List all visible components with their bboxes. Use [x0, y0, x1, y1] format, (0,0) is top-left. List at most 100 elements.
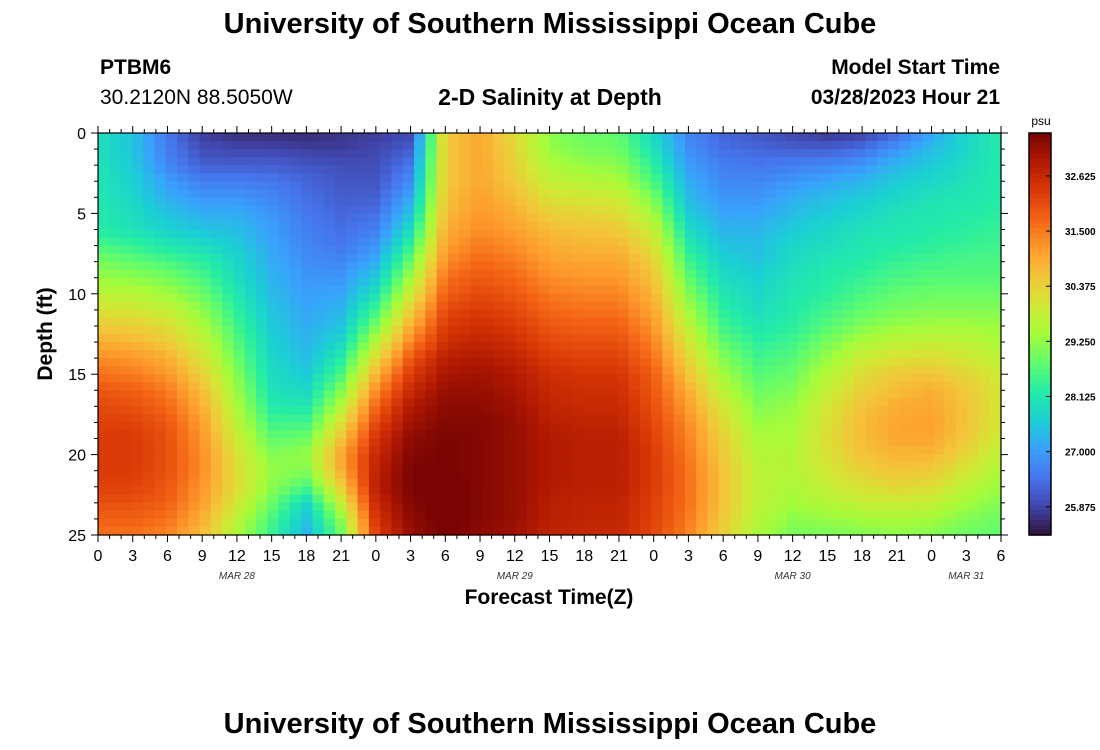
heatmap-cell: [605, 406, 618, 415]
heatmap-cell: [820, 173, 833, 182]
heatmap-cell: [447, 334, 460, 343]
heatmap-cell: [436, 245, 449, 255]
heatmap-cell: [684, 133, 697, 142]
heatmap-cell: [380, 269, 393, 279]
heatmap-cell: [933, 189, 946, 198]
heatmap-cell: [718, 269, 731, 279]
heatmap-cell: [199, 350, 212, 359]
heatmap-cell: [921, 446, 934, 456]
heatmap-cell: [414, 454, 426, 464]
heatmap-cell: [831, 293, 844, 303]
heatmap-cell: [651, 494, 663, 504]
heatmap-cell: [515, 245, 528, 255]
heatmap-cell: [131, 358, 144, 367]
heatmap-cell: [188, 197, 201, 206]
heatmap-cell: [865, 181, 878, 190]
heatmap-cell: [459, 269, 472, 279]
heatmap-cell: [98, 189, 110, 198]
heatmap-cell: [684, 309, 697, 319]
heatmap-cell: [301, 301, 314, 311]
heatmap-cell: [560, 438, 573, 448]
heatmap-cell: [639, 526, 652, 536]
heatmap-cell: [357, 173, 370, 182]
heatmap-cell: [244, 422, 257, 432]
heatmap-cell: [572, 390, 584, 399]
heatmap-cell: [888, 470, 901, 480]
heatmap-cell: [222, 221, 235, 231]
heatmap-cell: [222, 414, 235, 424]
heatmap-cell: [109, 173, 122, 182]
heatmap-cell: [741, 510, 754, 520]
heatmap-cell: [921, 390, 934, 399]
heatmap-cell: [222, 141, 235, 150]
heatmap-cell: [583, 334, 596, 343]
colorbar-segment: [1029, 153, 1051, 159]
heatmap-cell: [335, 430, 347, 440]
heatmap-cell: [865, 526, 878, 536]
heatmap-cell: [368, 382, 381, 391]
heatmap-cell: [301, 293, 314, 303]
colorbar-segment: [1029, 374, 1051, 380]
heatmap-cell: [515, 141, 528, 150]
heatmap-cell: [910, 366, 923, 375]
heatmap-cell: [718, 205, 731, 214]
heatmap-cell: [684, 526, 697, 536]
heatmap-cell: [143, 285, 156, 295]
heatmap-cell: [526, 269, 539, 279]
heatmap-cell: [143, 446, 156, 456]
heatmap-cell: [301, 141, 314, 150]
heatmap-cell: [323, 181, 336, 190]
heatmap-cell: [662, 173, 675, 182]
heatmap-cell: [278, 309, 291, 319]
heatmap-cell: [967, 317, 980, 327]
heatmap-cell: [143, 181, 156, 190]
heatmap-cell: [154, 181, 167, 190]
heatmap-cell: [414, 229, 426, 239]
y-tick-label: 5: [77, 206, 86, 223]
heatmap-cell: [707, 261, 720, 271]
heatmap-cell: [662, 406, 675, 415]
heatmap-cell: [323, 366, 336, 375]
heatmap-cell: [177, 414, 189, 424]
heatmap-cell: [154, 325, 167, 335]
heatmap-cell: [752, 205, 765, 214]
heatmap-cell: [707, 390, 720, 399]
heatmap-cell: [391, 285, 404, 295]
heatmap-cell: [210, 382, 223, 391]
heatmap-cell: [301, 269, 314, 279]
heatmap-cell: [154, 518, 167, 528]
heatmap-cell: [752, 189, 765, 198]
heatmap-cell: [244, 334, 257, 343]
heatmap-cell: [989, 502, 1002, 512]
heatmap-cell: [154, 478, 167, 488]
heatmap-cell: [436, 390, 449, 399]
heatmap-cell: [436, 438, 449, 448]
heatmap-cell: [402, 478, 415, 488]
heatmap-cell: [368, 309, 381, 319]
heatmap-cell: [368, 197, 381, 206]
heatmap-cell: [775, 510, 788, 520]
heatmap-cell: [256, 342, 268, 351]
colorbar-segment: [1029, 318, 1051, 325]
heatmap-cell: [98, 478, 110, 488]
heatmap-cell: [143, 253, 156, 263]
heatmap-cell: [256, 165, 268, 174]
heatmap-cell: [504, 430, 517, 440]
heatmap-cell: [278, 229, 291, 239]
heatmap-cell: [775, 133, 788, 142]
heatmap-cell: [673, 205, 686, 214]
heatmap-cell: [289, 518, 302, 528]
heatmap-cell: [933, 173, 946, 182]
colorbar-segment: [1029, 389, 1051, 395]
heatmap-cell: [809, 446, 821, 456]
heatmap-cell: [763, 245, 776, 255]
colorbar-segment: [1029, 364, 1051, 370]
heatmap-cell: [131, 454, 144, 464]
heatmap-cell: [775, 486, 788, 496]
heatmap-cell: [267, 133, 280, 142]
heatmap-cell: [357, 285, 370, 295]
heatmap-cell: [888, 181, 901, 190]
heatmap-cell: [470, 149, 483, 158]
heatmap-cell: [109, 165, 122, 174]
heatmap-cell: [752, 317, 765, 327]
